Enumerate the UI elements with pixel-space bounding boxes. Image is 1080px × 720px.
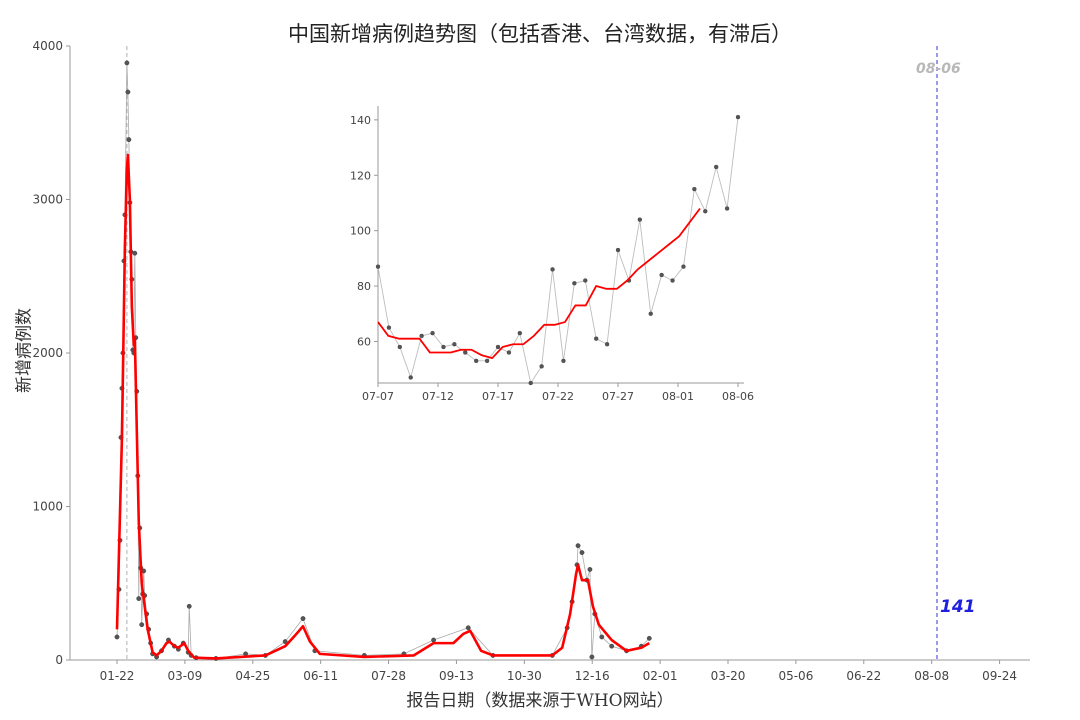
- inset-daily-point: [637, 217, 642, 222]
- inset-x-tick-label: 07-07: [362, 390, 394, 403]
- daily-point: [282, 639, 288, 644]
- inset-daily-point: [430, 330, 435, 336]
- x-tick-label: 10-30: [507, 669, 542, 683]
- y-axis-label: 新增病例数: [14, 308, 35, 393]
- x-tick-label: 03-20: [711, 669, 746, 683]
- inset-daily-point: [463, 350, 468, 355]
- inset-daily-point: [495, 344, 501, 350]
- inset-x-tick-label: 07-17: [482, 390, 514, 403]
- inset-daily-point: [670, 278, 675, 283]
- inset-daily-point: [583, 278, 588, 283]
- daily-point: [465, 625, 471, 631]
- inset-x-tick-label: 07-22: [542, 390, 574, 403]
- y-tick-label: 4000: [32, 39, 63, 53]
- inset-daily-point: [648, 311, 653, 316]
- inset-daily-point: [681, 264, 686, 269]
- x-axis-label: 报告日期（数据来源于WHO网站）: [406, 691, 674, 711]
- smooth-series-line: [115, 153, 650, 660]
- inset-y-tick-label: 60: [357, 335, 371, 348]
- x-tick-label: 06-11: [303, 669, 338, 683]
- daily-point: [587, 567, 593, 572]
- inset-daily-point: [550, 267, 555, 272]
- inset-daily-point: [397, 344, 402, 350]
- y-tick-label: 1000: [32, 500, 63, 514]
- inset-daily-point: [615, 247, 621, 253]
- y-tick-label: 2000: [32, 346, 63, 360]
- daily-point: [431, 637, 436, 643]
- inset-daily-point: [659, 272, 664, 278]
- inset-x-tick-label: 08-06: [722, 390, 754, 403]
- inset-x-tick-label: 08-01: [662, 390, 694, 403]
- daily-point: [300, 616, 306, 621]
- x-tick-label: 04-25: [235, 669, 270, 683]
- x-tick-label: 03-09: [167, 669, 202, 683]
- x-tick-label: 09-13: [439, 669, 474, 683]
- y-tick-label: 3000: [32, 193, 63, 207]
- inset-daily-point: [539, 364, 544, 369]
- daily-point: [646, 635, 652, 641]
- main-plot: 0 1000 2000 3000 4000 01-22 03-09 04-25 06-11 07-…: [32, 39, 1030, 683]
- daily-point: [136, 596, 142, 601]
- inset-daily-point: [506, 350, 512, 355]
- inset-daily-point: [724, 206, 730, 211]
- inset-daily-point: [386, 325, 392, 330]
- x-tick-label: 08-08: [914, 669, 949, 683]
- daily-point: [125, 89, 131, 95]
- x-tick-label: 01-22: [100, 669, 135, 683]
- x-tick-label: 05-06: [778, 669, 813, 683]
- inset-daily-point: [703, 209, 708, 214]
- inset-daily-point: [528, 380, 533, 386]
- daily-point: [132, 250, 138, 256]
- daily-point: [139, 622, 145, 628]
- daily-point: [589, 654, 595, 660]
- x-tick-label: 09-24: [982, 669, 1017, 683]
- y-tick-label: 0: [55, 653, 63, 667]
- daily-series-line: [116, 62, 650, 659]
- daily-point: [575, 543, 581, 549]
- daily-point: [579, 550, 585, 555]
- inset-y-tick-label: 80: [357, 280, 371, 293]
- inset-y-tick-label: 120: [350, 169, 371, 182]
- daily-point: [124, 60, 130, 66]
- inset-daily-point: [561, 358, 566, 363]
- inset-daily-point: [441, 344, 446, 350]
- x-tick-label: 07-28: [371, 669, 406, 683]
- x-tick-label: 12-16: [575, 669, 610, 683]
- daily-point: [126, 137, 132, 143]
- inset-daily-point: [408, 375, 413, 380]
- daily-point: [599, 634, 605, 640]
- inset-daily-point: [692, 186, 697, 192]
- daily-point: [114, 634, 120, 640]
- inset-daily-point: [735, 114, 741, 120]
- last-value-label: 141: [940, 597, 976, 617]
- daily-point: [186, 603, 192, 609]
- inset-plot: 60 80 100 120 140 07-07 07-12 07-17 07-22 07-27 08…: [350, 106, 754, 403]
- inset-daily-point: [474, 358, 479, 363]
- inset-y-tick-label: 140: [350, 114, 371, 127]
- inset-daily-point: [594, 336, 599, 341]
- inset-daily-point: [572, 281, 577, 286]
- inset-smooth-line: [377, 207, 701, 359]
- inset-y-tick-label: 100: [350, 225, 371, 238]
- end-date-label: 08-06: [916, 61, 961, 77]
- inset-daily-line: [377, 117, 739, 385]
- inset-daily-point: [419, 333, 424, 339]
- inset-daily-point: [484, 358, 490, 363]
- chart-title: 中国新增病例趋势图（包括香港、台湾数据，有滞后）: [288, 22, 792, 46]
- daily-point: [609, 643, 615, 649]
- inset-daily-point: [452, 342, 457, 347]
- inset-daily-point: [375, 264, 381, 269]
- inset-daily-point: [714, 164, 719, 170]
- inset-x-tick-label: 07-27: [602, 390, 634, 403]
- inset-daily-point: [517, 330, 522, 336]
- x-tick-label: 06-22: [846, 669, 881, 683]
- x-tick-label: 02-01: [643, 669, 678, 683]
- inset-x-tick-label: 07-12: [422, 390, 454, 403]
- inset-daily-point: [604, 342, 610, 347]
